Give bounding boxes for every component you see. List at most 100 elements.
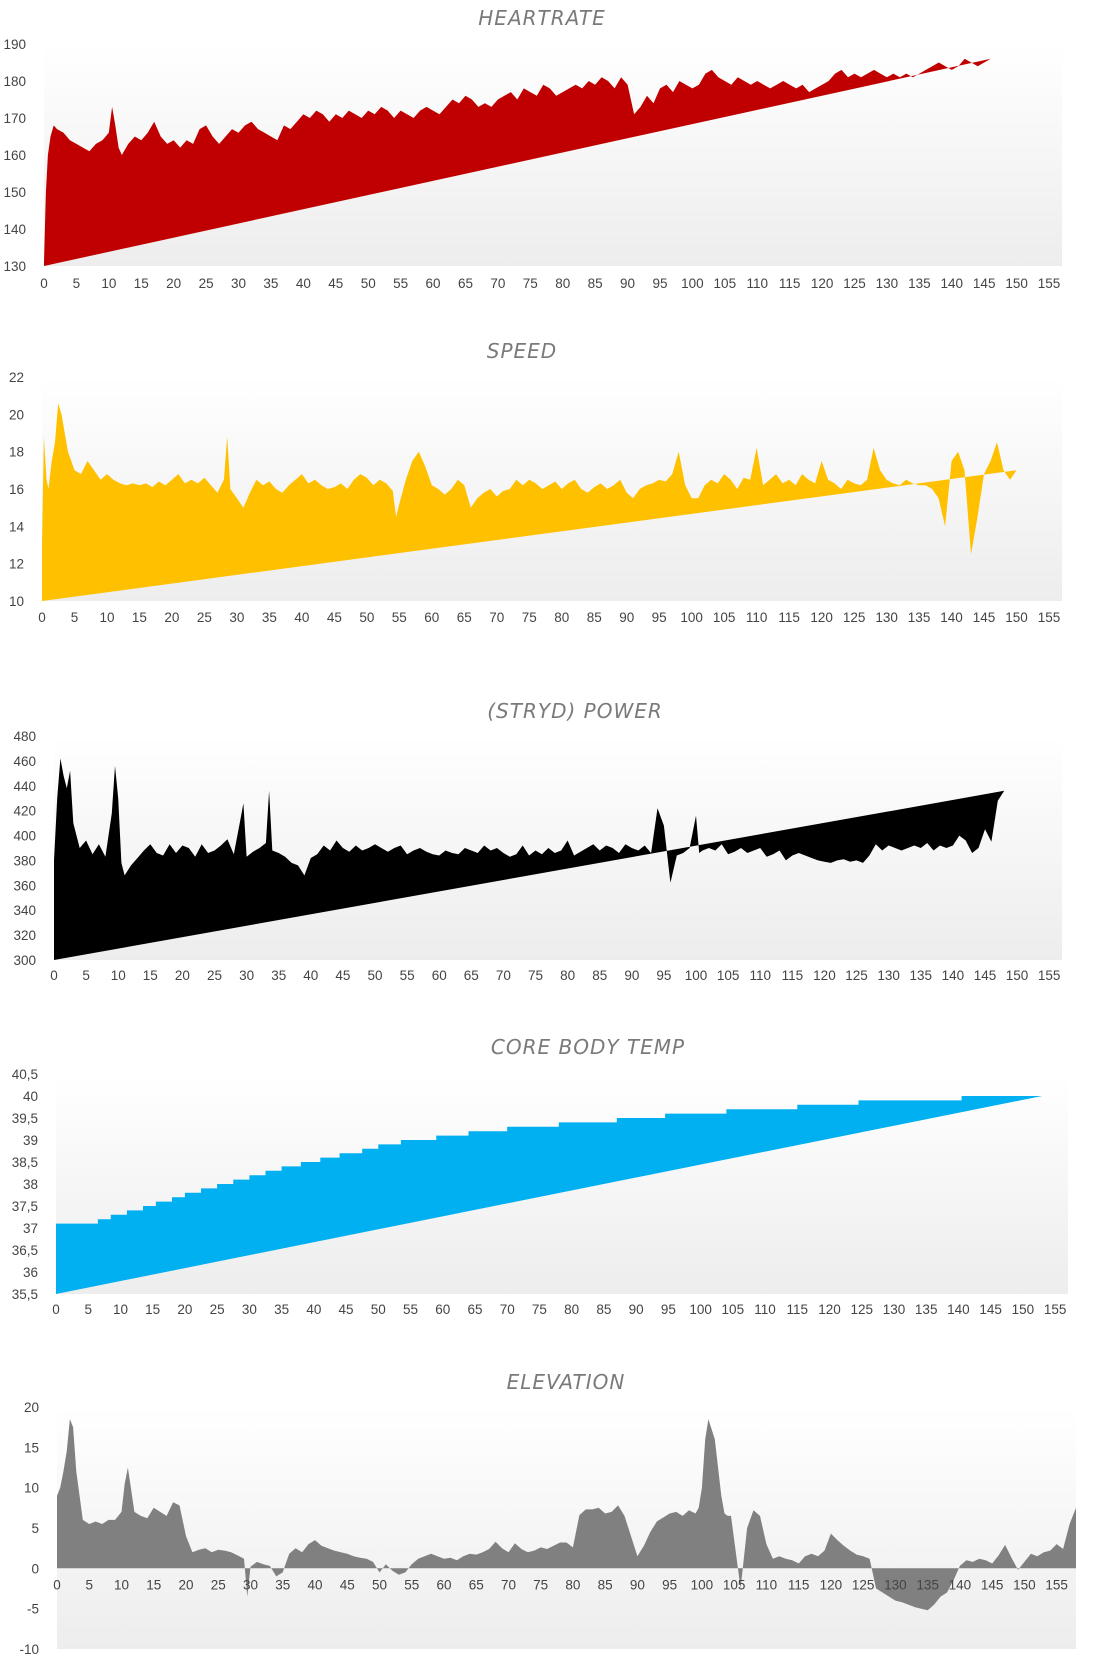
x-tick-label: 70 xyxy=(490,276,505,291)
x-tick-label: 75 xyxy=(532,1302,547,1317)
x-tick-label: 95 xyxy=(652,610,667,625)
x-tick-label: 95 xyxy=(656,968,671,983)
x-tick-label: 110 xyxy=(746,610,768,625)
x-tick-label: 15 xyxy=(146,1577,161,1592)
y-tick-label: 22 xyxy=(9,370,24,385)
chart-3: (STRYD) POWER300320340360380400420440460… xyxy=(13,699,1062,983)
plot-background xyxy=(57,1407,1076,1649)
x-tick-label: 130 xyxy=(877,968,900,983)
x-tick-label: 35 xyxy=(263,276,278,291)
x-tick-label: 155 xyxy=(1038,610,1061,625)
x-tick-label: 35 xyxy=(275,1577,290,1592)
x-tick-label: 30 xyxy=(243,1577,258,1592)
x-tick-label: 0 xyxy=(38,610,46,625)
x-tick-label: 80 xyxy=(554,610,569,625)
x-tick-label: 105 xyxy=(717,968,740,983)
x-tick-label: 120 xyxy=(820,1577,843,1592)
y-tick-label: 340 xyxy=(13,903,36,918)
x-tick-label: 55 xyxy=(393,276,408,291)
x-tick-label: 85 xyxy=(587,610,602,625)
x-tick-label: 0 xyxy=(40,276,48,291)
x-tick-label: 150 xyxy=(1013,1577,1036,1592)
x-tick-label: 65 xyxy=(467,1302,482,1317)
x-tick-label: 105 xyxy=(714,276,737,291)
x-tick-label: 25 xyxy=(207,968,222,983)
x-tick-label: 140 xyxy=(949,1577,972,1592)
series-area xyxy=(56,1096,1043,1294)
y-tick-label: 40 xyxy=(23,1089,38,1104)
series-area xyxy=(54,758,1005,960)
x-tick-label: 145 xyxy=(974,968,997,983)
x-tick-label: 25 xyxy=(199,276,214,291)
x-tick-label: 85 xyxy=(598,1577,613,1592)
x-tick-label: 40 xyxy=(303,968,318,983)
x-tick-label: 60 xyxy=(435,1302,450,1317)
y-tick-label: 300 xyxy=(13,953,36,968)
x-tick-label: 125 xyxy=(850,1302,873,1317)
y-tick-label: 40,5 xyxy=(12,1067,38,1082)
y-tick-label: 37,5 xyxy=(12,1199,38,1214)
x-tick-label: 5 xyxy=(82,968,90,983)
x-tick-label: 115 xyxy=(787,1302,809,1317)
x-tick-label: 75 xyxy=(523,276,538,291)
y-tick-label: 36 xyxy=(23,1265,38,1280)
x-tick-label: 30 xyxy=(239,968,254,983)
y-tick-label: 130 xyxy=(3,259,26,274)
x-tick-label: 10 xyxy=(99,610,114,625)
x-tick-label: 55 xyxy=(404,1577,419,1592)
x-tick-label: 40 xyxy=(307,1577,322,1592)
y-tick-label: 37 xyxy=(23,1221,38,1236)
x-tick-label: 20 xyxy=(164,610,179,625)
x-tick-label: 120 xyxy=(810,610,833,625)
x-tick-label: 0 xyxy=(50,968,58,983)
y-tick-label: 35,5 xyxy=(12,1287,38,1302)
x-tick-label: 120 xyxy=(811,276,834,291)
x-tick-label: 80 xyxy=(555,276,570,291)
x-tick-label: 145 xyxy=(981,1577,1004,1592)
x-tick-label: 105 xyxy=(713,610,736,625)
x-tick-label: 150 xyxy=(1006,968,1029,983)
x-tick-label: 30 xyxy=(229,610,244,625)
series-area xyxy=(44,58,991,266)
x-tick-label: 65 xyxy=(457,610,472,625)
chart-2: SPEED 10 12 14 16 18 20 22 0 5 10 15 20 25 30 35 40 45 50 5… xyxy=(9,339,1062,625)
x-tick-label: 110 xyxy=(749,968,771,983)
x-tick-label: 85 xyxy=(592,968,607,983)
x-tick-label: 105 xyxy=(722,1302,745,1317)
x-tick-label: 50 xyxy=(371,1302,386,1317)
x-tick-label: 145 xyxy=(973,610,996,625)
x-tick-label: 75 xyxy=(522,610,537,625)
y-tick-label: 38 xyxy=(23,1177,38,1192)
x-tick-label: 90 xyxy=(619,610,634,625)
x-tick-label: 140 xyxy=(942,968,965,983)
chart-title: HEARTRATE xyxy=(478,6,605,30)
y-tick-label: 14 xyxy=(9,519,25,534)
y-tick-label: 320 xyxy=(13,928,36,943)
chart-title: (STRYD) POWER xyxy=(487,699,663,723)
x-tick-label: 105 xyxy=(723,1577,746,1592)
x-tick-label: 65 xyxy=(464,968,479,983)
x-tick-label: 100 xyxy=(680,610,703,625)
x-tick-label: 35 xyxy=(262,610,277,625)
x-tick-label: 80 xyxy=(565,1577,580,1592)
x-tick-label: 135 xyxy=(908,610,931,625)
x-tick-label: 155 xyxy=(1038,968,1061,983)
x-tick-label: 150 xyxy=(1012,1302,1035,1317)
x-tick-label: 15 xyxy=(143,968,158,983)
y-tick-label: 39,5 xyxy=(12,1111,38,1126)
x-tick-label: 40 xyxy=(306,1302,321,1317)
x-tick-label: 115 xyxy=(779,276,801,291)
y-tick-label: 20 xyxy=(24,1400,39,1415)
x-tick-label: 130 xyxy=(875,610,898,625)
x-tick-label: 50 xyxy=(372,1577,387,1592)
y-tick-label: 160 xyxy=(3,148,26,163)
x-tick-label: 80 xyxy=(560,968,575,983)
x-tick-label: 15 xyxy=(145,1302,160,1317)
x-tick-label: 45 xyxy=(328,276,343,291)
x-tick-label: 75 xyxy=(528,968,543,983)
x-tick-label: 45 xyxy=(339,1302,354,1317)
x-tick-label: 140 xyxy=(941,276,964,291)
x-tick-label: 10 xyxy=(111,968,126,983)
x-tick-label: 20 xyxy=(166,276,181,291)
